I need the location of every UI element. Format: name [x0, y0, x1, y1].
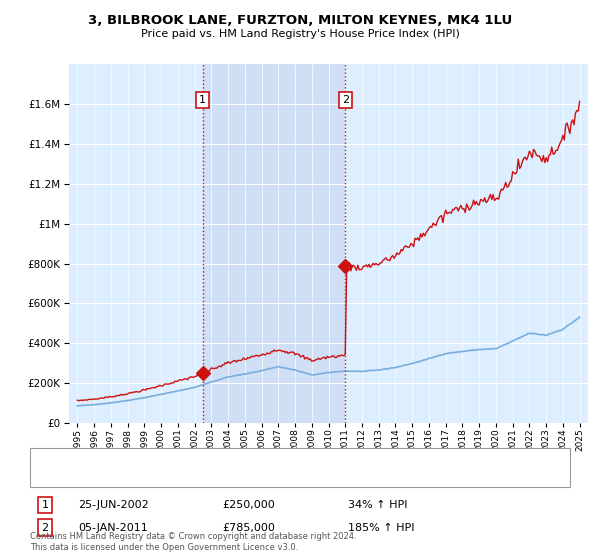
- Text: 05-JAN-2011: 05-JAN-2011: [78, 522, 148, 533]
- Text: 185% ↑ HPI: 185% ↑ HPI: [348, 522, 415, 533]
- Bar: [203, 64, 346, 423]
- Text: ─────: ─────: [42, 473, 76, 483]
- Text: 2: 2: [342, 95, 349, 105]
- Text: £250,000: £250,000: [222, 500, 275, 510]
- Text: 34% ↑ HPI: 34% ↑ HPI: [348, 500, 407, 510]
- Text: ─────: ─────: [42, 450, 76, 460]
- Text: 2: 2: [41, 522, 49, 533]
- Text: 3, BILBROOK LANE, FURZTON, MILTON KEYNES, MK4 1LU: 3, BILBROOK LANE, FURZTON, MILTON KEYNES…: [88, 14, 512, 27]
- Text: 1: 1: [199, 95, 206, 105]
- Text: £785,000: £785,000: [222, 522, 275, 533]
- Text: HPI: Average price, detached house, Milton Keynes: HPI: Average price, detached house, Milt…: [81, 473, 330, 483]
- Text: Contains HM Land Registry data © Crown copyright and database right 2024.
This d: Contains HM Land Registry data © Crown c…: [30, 532, 356, 552]
- Text: Price paid vs. HM Land Registry's House Price Index (HPI): Price paid vs. HM Land Registry's House …: [140, 29, 460, 39]
- Text: 25-JUN-2002: 25-JUN-2002: [78, 500, 149, 510]
- Text: 1: 1: [41, 500, 49, 510]
- Text: 3, BILBROOK LANE, FURZTON, MILTON KEYNES, MK4 1LU (detached house): 3, BILBROOK LANE, FURZTON, MILTON KEYNES…: [81, 450, 448, 460]
